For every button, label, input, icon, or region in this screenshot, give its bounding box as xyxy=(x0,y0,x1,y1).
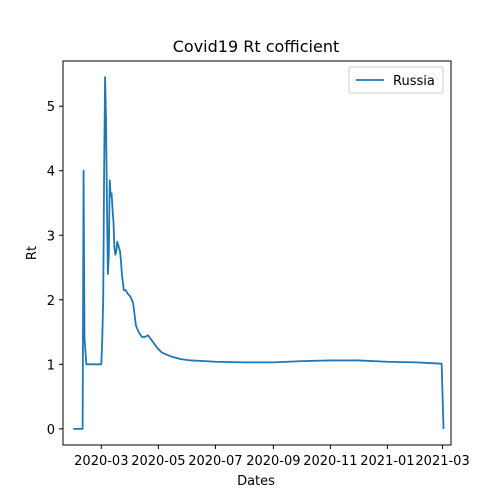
legend-label-russia: Russia xyxy=(393,74,435,89)
x-axis-label: Dates xyxy=(237,474,275,489)
series-line-russia xyxy=(73,76,445,430)
axes-frame xyxy=(62,60,452,446)
x-tick-label: 2020-09 xyxy=(246,454,300,469)
chart-title: Covid19 Rt cofficient xyxy=(173,37,340,56)
legend-box xyxy=(348,66,444,94)
y-axis: 0 1 2 3 4 5 xyxy=(47,100,63,438)
y-tick-label: 1 xyxy=(47,358,55,373)
y-tick-label: 2 xyxy=(47,294,55,309)
x-tick-label: 2020-05 xyxy=(131,454,185,469)
y-tick-label: 3 xyxy=(47,229,55,244)
x-tick-label: 2021-03 xyxy=(415,454,469,469)
x-tick-label: 2020-03 xyxy=(74,454,128,469)
y-tick-label: 0 xyxy=(47,423,55,438)
y-tick-label: 4 xyxy=(47,165,55,180)
y-axis-label: Rt xyxy=(25,246,40,260)
y-tick-label: 5 xyxy=(47,100,55,115)
x-tick-label: 2021-01 xyxy=(360,454,414,469)
legend: Russia xyxy=(348,66,444,94)
plot-area: 2020-03 2020-05 2020-07 2020-09 2020-11 2021-… xyxy=(47,60,470,469)
x-tick-label: 2020-11 xyxy=(303,454,357,469)
x-axis: 2020-03 2020-05 2020-07 2020-09 2020-11 2021-… xyxy=(74,445,470,469)
x-tick-label: 2020-07 xyxy=(188,454,242,469)
